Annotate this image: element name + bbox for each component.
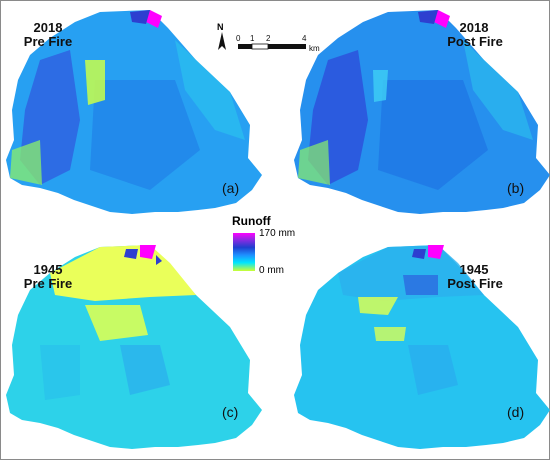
panel-a-phase: Pre Fire (23, 34, 73, 49)
panel-c-map (6, 245, 262, 449)
scale-tick-1: 1 (250, 34, 255, 43)
panel-b-phase: Post Fire (447, 34, 503, 49)
panel-c-year: 1945 (33, 262, 63, 277)
panel-c-phase: Pre Fire (23, 276, 73, 291)
scale-bar (238, 43, 306, 50)
legend-min-label: 0 mm (259, 265, 284, 276)
panel-b-year: 2018 (459, 20, 489, 35)
panel-a-label: (a) (222, 180, 240, 196)
legend-title: Runoff (232, 214, 271, 228)
scale-tick-0: 0 (236, 34, 241, 43)
panel-c-label: (c) (222, 404, 239, 420)
panel-d-year: 1945 (459, 262, 489, 277)
north-arrow-icon (218, 32, 226, 50)
legend-color-ramp (233, 233, 255, 271)
panel-d-label: (d) (507, 404, 525, 420)
legend-max-label: 170 mm (259, 228, 296, 239)
north-label: N (217, 22, 224, 32)
scale-tick-4: 4 (302, 34, 307, 43)
scale-unit: km (309, 44, 320, 53)
panel-a-map (6, 10, 262, 214)
panel-a-year: 2018 (33, 20, 63, 35)
panel-d-map (294, 245, 550, 449)
panel-d-phase: Post Fire (447, 276, 503, 291)
scale-tick-2: 2 (266, 34, 271, 43)
panel-b-map (294, 10, 550, 214)
panel-b-label: (b) (507, 180, 525, 196)
